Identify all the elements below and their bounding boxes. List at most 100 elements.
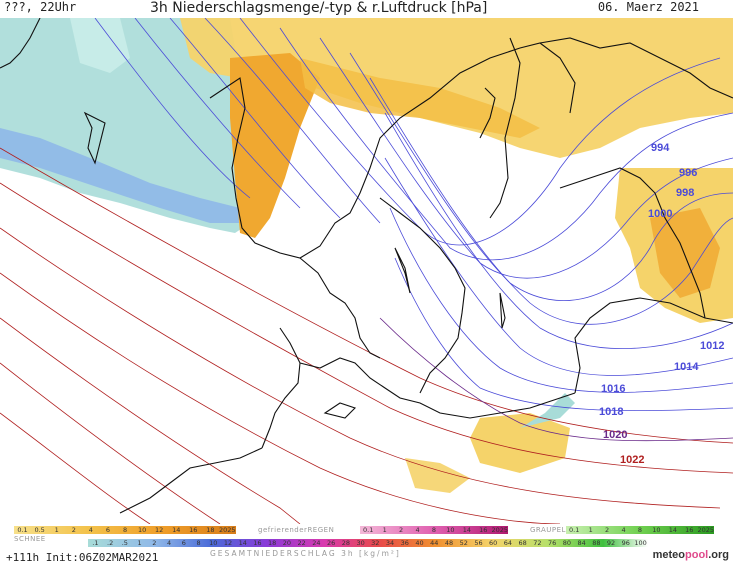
isobar-label-1020: 1020 xyxy=(603,429,627,441)
total-scale-step: 88 xyxy=(592,539,601,547)
forecast-map: 994 996 998 1000 1012 1014 1016 1018 102… xyxy=(0,18,733,524)
snow-scale-step: 6 xyxy=(105,526,110,534)
brand-part-3: .org xyxy=(708,549,729,561)
isobar-label-1012: 1012 xyxy=(700,340,724,352)
rain-precip-central xyxy=(300,58,540,138)
freezing-scale-step: 2025+ xyxy=(491,526,508,534)
total-scale-step: 64 xyxy=(503,539,513,547)
total-scale-step: 1 xyxy=(137,539,142,547)
rain-precip-small-patch xyxy=(520,393,575,428)
snow-heavy-area xyxy=(0,128,245,223)
isobar-labels: 994 996 998 1000 1012 1014 1016 1018 102… xyxy=(599,142,724,466)
total-scale-step: 28 xyxy=(341,539,350,547)
snow-scale: 0.1 0.5 1 2 4 6 8 10 12 14 16 18 2025+ xyxy=(14,526,236,534)
freezing-scale-step: 8 xyxy=(431,526,437,534)
graupel-scale: 0.1 1 2 4 8 10 14 16 2025+ xyxy=(566,526,714,534)
isobar-label-994: 994 xyxy=(651,142,670,154)
total-scale-step: 48 xyxy=(444,539,454,547)
total-precip-scale: .1.2.5 1 2 4 6 8 10 12 14 16 18 20 22 24 26 28 30 32 34 36 4… xyxy=(88,539,648,547)
total-scale-step: .1 xyxy=(92,539,99,547)
snow-light-patch xyxy=(70,18,130,73)
isobar-1020 xyxy=(379,317,733,442)
valid-day-time: ???, 22Uhr xyxy=(4,0,77,14)
coastlines xyxy=(0,18,733,514)
valid-date: 06. Maerz 2021 xyxy=(597,0,699,14)
snow-scale-step: 16 xyxy=(189,526,198,534)
isobars-red xyxy=(0,147,733,524)
isobar-label-1000: 1000 xyxy=(648,208,672,220)
total-scale-step: 80 xyxy=(562,539,571,547)
brand-part-2: pool xyxy=(685,549,709,561)
total-scale-step: 30 xyxy=(356,539,365,547)
snow-scale-step: 18 xyxy=(206,526,215,534)
total-scale-step: .5 xyxy=(121,539,128,547)
snow-scale-step: 4 xyxy=(88,526,93,534)
total-scale-step: 96 xyxy=(621,539,630,547)
graupel-scale-step: 14 xyxy=(668,526,677,534)
isobar-label-996: 996 xyxy=(679,167,697,179)
rain-precip-germany xyxy=(405,458,470,493)
freezing-scale-step: 2 xyxy=(399,526,404,534)
snow-scale-step: 1 xyxy=(54,526,59,534)
total-scale-step: 76 xyxy=(547,539,557,547)
graupel-scale-step: 8 xyxy=(637,526,643,534)
total-scale-step: 10 xyxy=(209,539,218,547)
total-scale-step: 56 xyxy=(474,539,483,547)
total-scale-step: 4 xyxy=(166,539,172,547)
graupel-label: GRAUPEL xyxy=(530,526,566,534)
rain-precip-poland xyxy=(470,413,570,473)
total-scale-step: 12 xyxy=(223,539,233,547)
freezing-scale-step: 4 xyxy=(415,526,420,534)
isobar-label-1016: 1016 xyxy=(601,383,625,395)
graupel-scale-step: 2025+ xyxy=(697,526,714,534)
total-scale-step: 16 xyxy=(253,539,262,547)
snow-precip-area xyxy=(0,18,250,233)
freezing-scale-step: 1 xyxy=(382,526,387,534)
snow-scale-step: 8 xyxy=(122,526,128,534)
rain-precip-north xyxy=(180,18,733,158)
total-scale-step: 34 xyxy=(385,539,395,547)
graupel-scale-step: 1 xyxy=(588,526,593,534)
isobar-label-1022: 1022 xyxy=(620,454,644,466)
total-scale-step: 20 xyxy=(282,539,292,547)
total-scale-step: 26 xyxy=(326,539,336,547)
freezing-scale-step: 14 xyxy=(462,526,471,534)
freezing-scale-step: 16 xyxy=(479,526,488,534)
total-scale-step: 22 xyxy=(297,539,306,547)
total-scale-step: 8 xyxy=(196,539,201,547)
freezing-scale-step: 0.1 xyxy=(363,526,374,534)
isobars-blue xyxy=(94,18,733,412)
snow-scale-step: 10 xyxy=(137,526,147,534)
total-scale-step: 92 xyxy=(606,539,616,547)
snow-scale-step: 2025+ xyxy=(218,526,236,534)
freezing-rain-label: gefrierenderREGEN xyxy=(258,526,335,534)
total-scale-step: 60 xyxy=(489,539,498,547)
snow-scale-step: 0.5 xyxy=(34,526,45,534)
total-scale-step: 52 xyxy=(459,539,468,547)
graupel-scale-step: 4 xyxy=(621,526,626,534)
total-scale-step: 6 xyxy=(181,539,186,547)
total-scale-step: 68 xyxy=(518,539,527,547)
isobar-label-1018: 1018 xyxy=(599,406,623,418)
meteopool-logo[interactable]: meteopool.org xyxy=(653,549,729,561)
total-scale-step: 72 xyxy=(533,539,542,547)
rain-precip-baltic-east-core xyxy=(650,208,720,298)
total-scale-step: 44 xyxy=(430,539,439,547)
precipitation-legend: 0.1 0.5 1 2 4 6 8 10 12 14 16 18 2025+ S… xyxy=(0,524,733,566)
snow-scale-step: 2 xyxy=(71,526,76,534)
total-scale-step: 36 xyxy=(400,539,409,547)
total-scale-step: 18 xyxy=(268,539,277,547)
total-precip-label: GESAMTNIEDERSCHLAG 3h [kg/m²] xyxy=(210,549,401,558)
total-scale-step: 40 xyxy=(415,539,424,547)
total-scale-step: 84 xyxy=(577,539,586,547)
snow-scale-step: 14 xyxy=(172,526,181,534)
total-scale-step: 24 xyxy=(312,539,321,547)
graupel-scale-step: 16 xyxy=(685,526,694,534)
total-scale-step: .2 xyxy=(107,539,114,547)
init-time: +111h Init:06Z02MAR2021 xyxy=(6,551,159,564)
isobar-label-1014: 1014 xyxy=(674,361,699,373)
graupel-scale-step: 2 xyxy=(605,526,610,534)
freezing-rain-scale: 0.1 1 2 4 8 10 14 16 2025+ xyxy=(360,526,508,534)
total-scale-step: 32 xyxy=(371,539,380,547)
total-scale-step: 2 xyxy=(152,539,157,547)
